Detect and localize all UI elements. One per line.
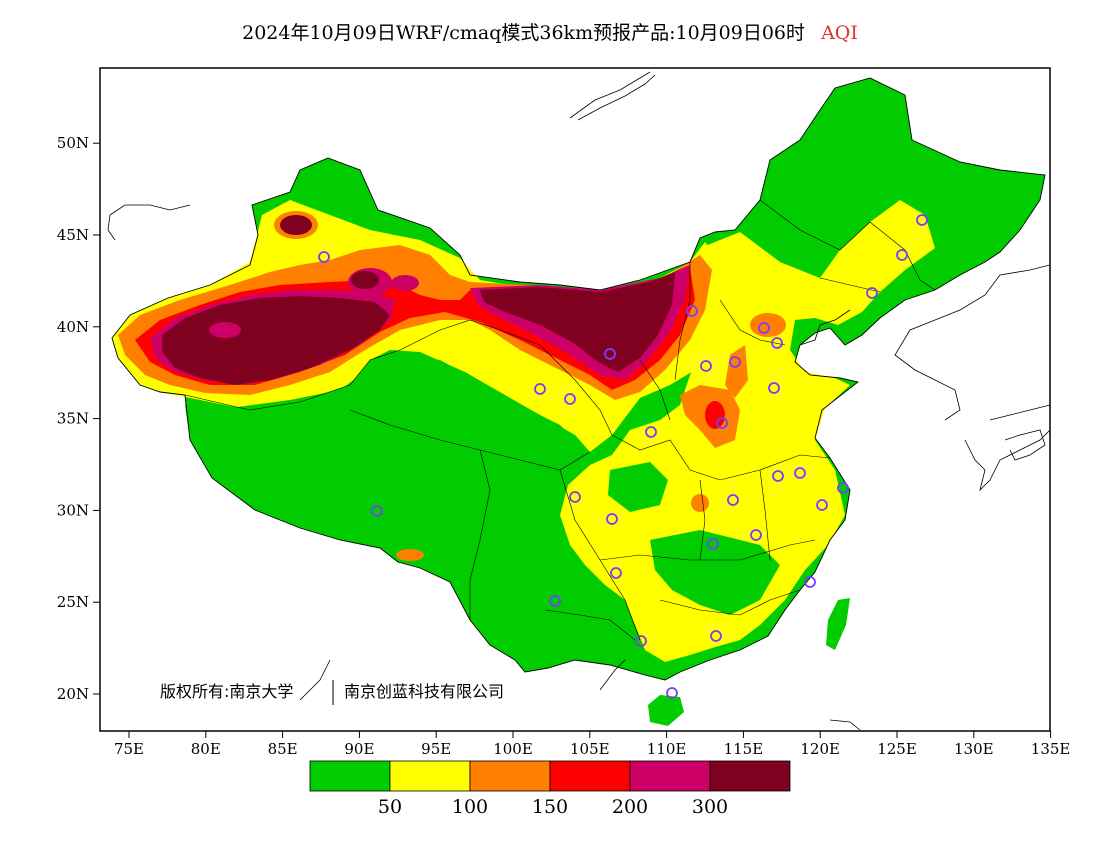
station-marker <box>666 687 678 699</box>
copyright-left: 版权所有:南京大学 <box>160 682 293 701</box>
latitude-axis: 20N 25N 30N 35N 40N 45N 50N <box>57 134 100 703</box>
station-marker <box>772 470 784 482</box>
region-unhealthy-henan <box>705 401 725 429</box>
station-marker <box>604 348 616 360</box>
lon-tick-label: 120E <box>800 740 840 758</box>
legend-label: 200 <box>612 796 648 818</box>
region-hazardous-spot-3 <box>391 275 419 291</box>
station-marker <box>837 482 849 494</box>
station-marker <box>727 494 739 506</box>
island-hainan <box>648 695 684 726</box>
station-marker <box>707 538 719 550</box>
station-marker <box>686 305 698 317</box>
station-marker <box>700 360 712 372</box>
region-hazardous-taklamakan <box>162 296 390 385</box>
legend-swatch <box>309 760 391 792</box>
station-marker <box>710 630 722 642</box>
station-marker <box>564 393 576 405</box>
map-title: 2024年10月09日WRF/cmaq模式36km预报产品:10月09日06时 … <box>0 18 1100 45</box>
lon-tick-label: 110E <box>647 740 687 758</box>
island-taiwan <box>826 598 850 650</box>
coastlines <box>107 71 1050 731</box>
station-marker <box>569 491 581 503</box>
station-marker <box>610 567 622 579</box>
station-marker <box>866 287 878 299</box>
legend-swatch <box>549 760 631 792</box>
lon-tick-label: 130E <box>954 740 994 758</box>
lon-tick-label: 80E <box>191 740 221 758</box>
longitude-axis: 75E 80E 85E 90E 95E 100E 105E 110E 115E 120E 125E 1… <box>114 731 1070 758</box>
color-legend: 50 100 150 200 300 <box>309 760 791 818</box>
station-marker <box>758 322 770 334</box>
lon-tick-label: 75E <box>114 740 144 758</box>
region-usg-hubei <box>691 494 709 512</box>
title-variable: AQI <box>821 22 858 44</box>
lat-tick-label: 50N <box>57 134 89 152</box>
lon-tick-label: 135E <box>1031 740 1071 758</box>
region-good-patch-central <box>608 462 668 512</box>
region-hazardous-alxa <box>480 272 675 372</box>
station-marker <box>716 417 728 429</box>
legend-label: 150 <box>532 796 568 818</box>
region-good-tibet <box>185 355 590 560</box>
copyright-right: 南京创蓝科技有限公司 <box>344 682 504 701</box>
china-border <box>111 77 1046 681</box>
station-marker <box>771 337 783 349</box>
lon-tick-label: 85E <box>268 740 298 758</box>
legend-label: 50 <box>378 796 402 818</box>
lat-tick-label: 25N <box>57 593 89 611</box>
region-magenta-spot <box>209 322 241 338</box>
station-marker <box>371 505 383 517</box>
lon-tick-label: 105E <box>570 740 610 758</box>
station-marker <box>896 249 908 261</box>
station-markers <box>318 214 928 699</box>
region-hazardous-spot-1-core <box>280 215 312 235</box>
station-marker <box>606 513 618 525</box>
region-usg-sw <box>396 549 424 561</box>
station-marker <box>318 251 330 263</box>
station-marker <box>549 595 561 607</box>
station-marker <box>635 635 647 647</box>
lon-tick-label: 100E <box>493 740 533 758</box>
station-marker <box>534 383 546 395</box>
lat-tick-label: 35N <box>57 410 89 428</box>
legend-swatch <box>709 760 791 792</box>
lon-tick-label: 95E <box>421 740 451 758</box>
lon-tick-label: 115E <box>724 740 764 758</box>
legend-swatch <box>389 760 471 792</box>
region-hazardous-spot-2-core <box>351 271 379 289</box>
lat-tick-label: 45N <box>57 226 89 244</box>
legend-label: 100 <box>452 796 488 818</box>
lat-tick-label: 40N <box>57 318 89 336</box>
province-boundaries <box>184 199 936 641</box>
station-marker <box>768 382 780 394</box>
station-marker <box>804 576 816 588</box>
station-marker <box>816 499 828 511</box>
station-marker <box>916 214 928 226</box>
lon-tick-label: 90E <box>344 740 374 758</box>
legend-swatch <box>469 760 551 792</box>
lat-tick-label: 20N <box>57 685 89 703</box>
legend-swatch <box>629 760 711 792</box>
station-marker <box>729 356 741 368</box>
region-good-patch-south <box>650 530 780 615</box>
station-marker <box>750 529 762 541</box>
lat-tick-label: 30N <box>57 501 89 519</box>
title-text: 2024年10月09日WRF/cmaq模式36km预报产品:10月09日06时 <box>242 22 806 44</box>
legend-label: 300 <box>692 796 728 818</box>
station-marker <box>645 426 657 438</box>
map-content <box>107 71 1050 731</box>
lon-tick-label: 125E <box>877 740 917 758</box>
station-marker <box>794 467 806 479</box>
